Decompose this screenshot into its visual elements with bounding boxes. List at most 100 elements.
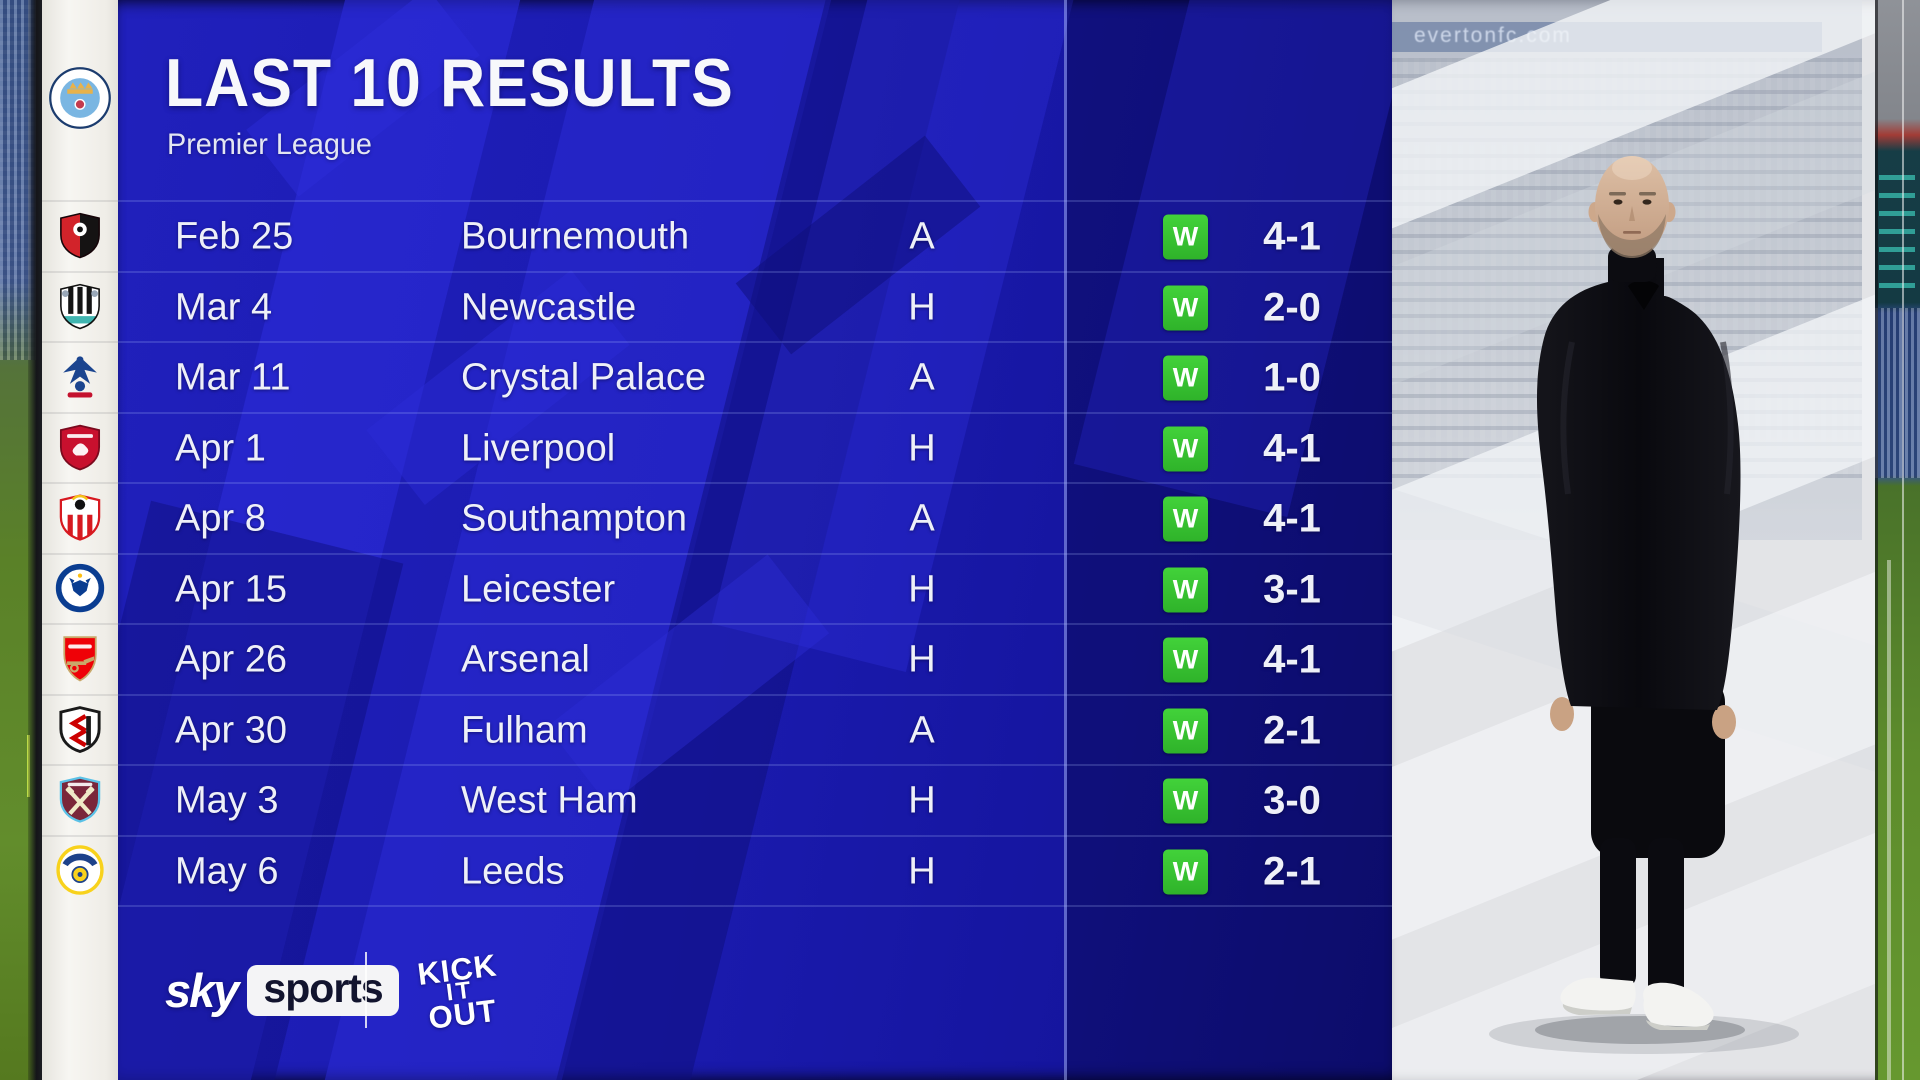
crowd-texture	[1875, 308, 1920, 478]
crest-west-ham	[53, 772, 107, 826]
match-score: 3-1	[1263, 567, 1321, 611]
kick-it-out-logo: KICK IT OUT	[394, 935, 525, 1049]
result-row: Apr 15 Leicester H W 3-1	[118, 552, 1392, 625]
result-badge-win: W	[1163, 426, 1208, 471]
result-row: Apr 30 Fulham A W 2-1	[118, 693, 1392, 766]
crest-separator	[42, 834, 118, 837]
crest-leicester	[53, 561, 107, 615]
opponent-name: Newcastle	[461, 286, 637, 328]
crest-separator	[42, 341, 118, 343]
venue-indicator: A	[909, 709, 935, 751]
venue-indicator: A	[909, 497, 935, 540]
match-date: Apr 30	[175, 709, 287, 751]
venue-indicator: A	[909, 215, 935, 258]
match-date: Apr 1	[175, 427, 266, 469]
opponent-name: Leicester	[461, 568, 616, 610]
results-panel: LAST 10 RESULTS Premier League Feb 25 Bo…	[118, 0, 1392, 1080]
opponent-name: Bournemouth	[461, 215, 690, 258]
footer-logos: sky sports KICK IT OUT	[118, 947, 818, 1058]
crest-liverpool	[53, 420, 107, 474]
opponent-name: Southampton	[461, 497, 688, 540]
kick-it-out-word: OUT	[426, 992, 499, 1036]
manager-photo	[1489, 156, 1799, 1054]
crest-separator	[42, 270, 118, 273]
crest-newcastle	[53, 279, 107, 333]
crest-separator	[42, 552, 118, 555]
match-score: 4-1	[1263, 637, 1321, 682]
page-title: LAST 10 RESULTS	[165, 45, 734, 121]
motion-streak	[1902, 0, 1904, 1080]
crest-separator	[42, 482, 118, 484]
result-badge-win: W	[1163, 285, 1208, 330]
match-date: Mar 4	[175, 286, 273, 328]
crest-arsenal	[53, 631, 107, 685]
match-date: Apr 8	[175, 497, 266, 540]
sky-logo-word: sky	[165, 963, 239, 1017]
venue-indicator: A	[909, 356, 935, 399]
crest-separator	[42, 693, 118, 696]
result-badge-win: W	[1163, 496, 1208, 542]
crest-bournemouth	[53, 208, 107, 262]
table-bottom-line	[118, 905, 1392, 907]
opponent-name: Fulham	[461, 709, 588, 751]
result-row: May 6 Leeds H W 2-1	[118, 834, 1392, 907]
result-badge-win: W	[1163, 708, 1208, 753]
match-score: 4-1	[1263, 214, 1321, 259]
result-badge-win: W	[1163, 637, 1208, 683]
result-badge-win: W	[1163, 778, 1208, 824]
venue-indicator: H	[908, 779, 936, 822]
result-badge-win: W	[1163, 567, 1208, 612]
result-badge-win: W	[1163, 355, 1208, 401]
match-score: 3-0	[1263, 778, 1321, 823]
match-date: May 3	[175, 779, 279, 822]
match-score: 2-0	[1263, 285, 1321, 329]
venue-indicator: H	[908, 286, 936, 328]
pitch-line	[1887, 560, 1891, 1080]
result-row: Apr 8 Southampton A W 4-1	[118, 482, 1392, 554]
match-score: 1-0	[1263, 355, 1321, 400]
opponent-name: Leeds	[461, 850, 565, 892]
result-row: Apr 1 Liverpool H W 4-1	[118, 411, 1392, 484]
result-row: Feb 25 Bournemouth A W 4-1	[118, 200, 1392, 272]
sky-sports-logo: sky sports	[165, 962, 399, 1018]
logo-divider	[365, 952, 367, 1028]
venue-indicator: H	[908, 638, 936, 681]
background-video-left-edge	[0, 0, 42, 1080]
result-row: Apr 26 Arsenal H W 4-1	[118, 623, 1392, 695]
venue-indicator: H	[908, 568, 936, 610]
venue-indicator: H	[908, 850, 936, 892]
crest-separator	[42, 764, 118, 766]
match-score: 4-1	[1263, 496, 1321, 541]
opponent-name: Crystal Palace	[461, 356, 706, 399]
match-date: May 6	[175, 850, 279, 892]
crest-separator	[42, 200, 118, 202]
sports-logo-word: sports	[247, 964, 399, 1016]
match-score: 2-1	[1263, 849, 1321, 893]
result-badge-win: W	[1163, 214, 1208, 260]
crest-crystal-palace	[53, 349, 107, 403]
match-date: Feb 25	[175, 215, 294, 258]
crest-fulham	[53, 702, 107, 756]
match-score: 2-1	[1263, 708, 1321, 752]
opponent-name: Liverpool	[461, 427, 616, 469]
crest-manchester-city	[46, 64, 114, 132]
opponent-name: West Ham	[461, 779, 638, 822]
result-row: May 3 West Ham H W 3-0	[118, 764, 1392, 836]
match-date: Apr 15	[175, 568, 287, 610]
crest-separator	[42, 623, 118, 625]
crest-southampton	[53, 490, 107, 544]
crest-leeds	[53, 843, 107, 897]
result-badge-win: W	[1163, 849, 1208, 894]
results-table: Feb 25 Bournemouth A W 4-1 Mar 4 Newcast…	[118, 0, 1392, 1080]
opponent-name: Arsenal	[461, 638, 590, 681]
venue-indicator: H	[908, 427, 936, 469]
club-crest-strip	[42, 0, 118, 1080]
match-date: Apr 26	[175, 638, 287, 681]
score-column-shade	[1067, 0, 1392, 1080]
match-date: Mar 11	[175, 356, 291, 399]
scoreboard-text-lines	[1879, 168, 1915, 288]
frame-edge-bar	[28, 0, 42, 1080]
result-row: Mar 11 Crystal Palace A W 1-0	[118, 341, 1392, 413]
match-score: 4-1	[1263, 426, 1321, 470]
